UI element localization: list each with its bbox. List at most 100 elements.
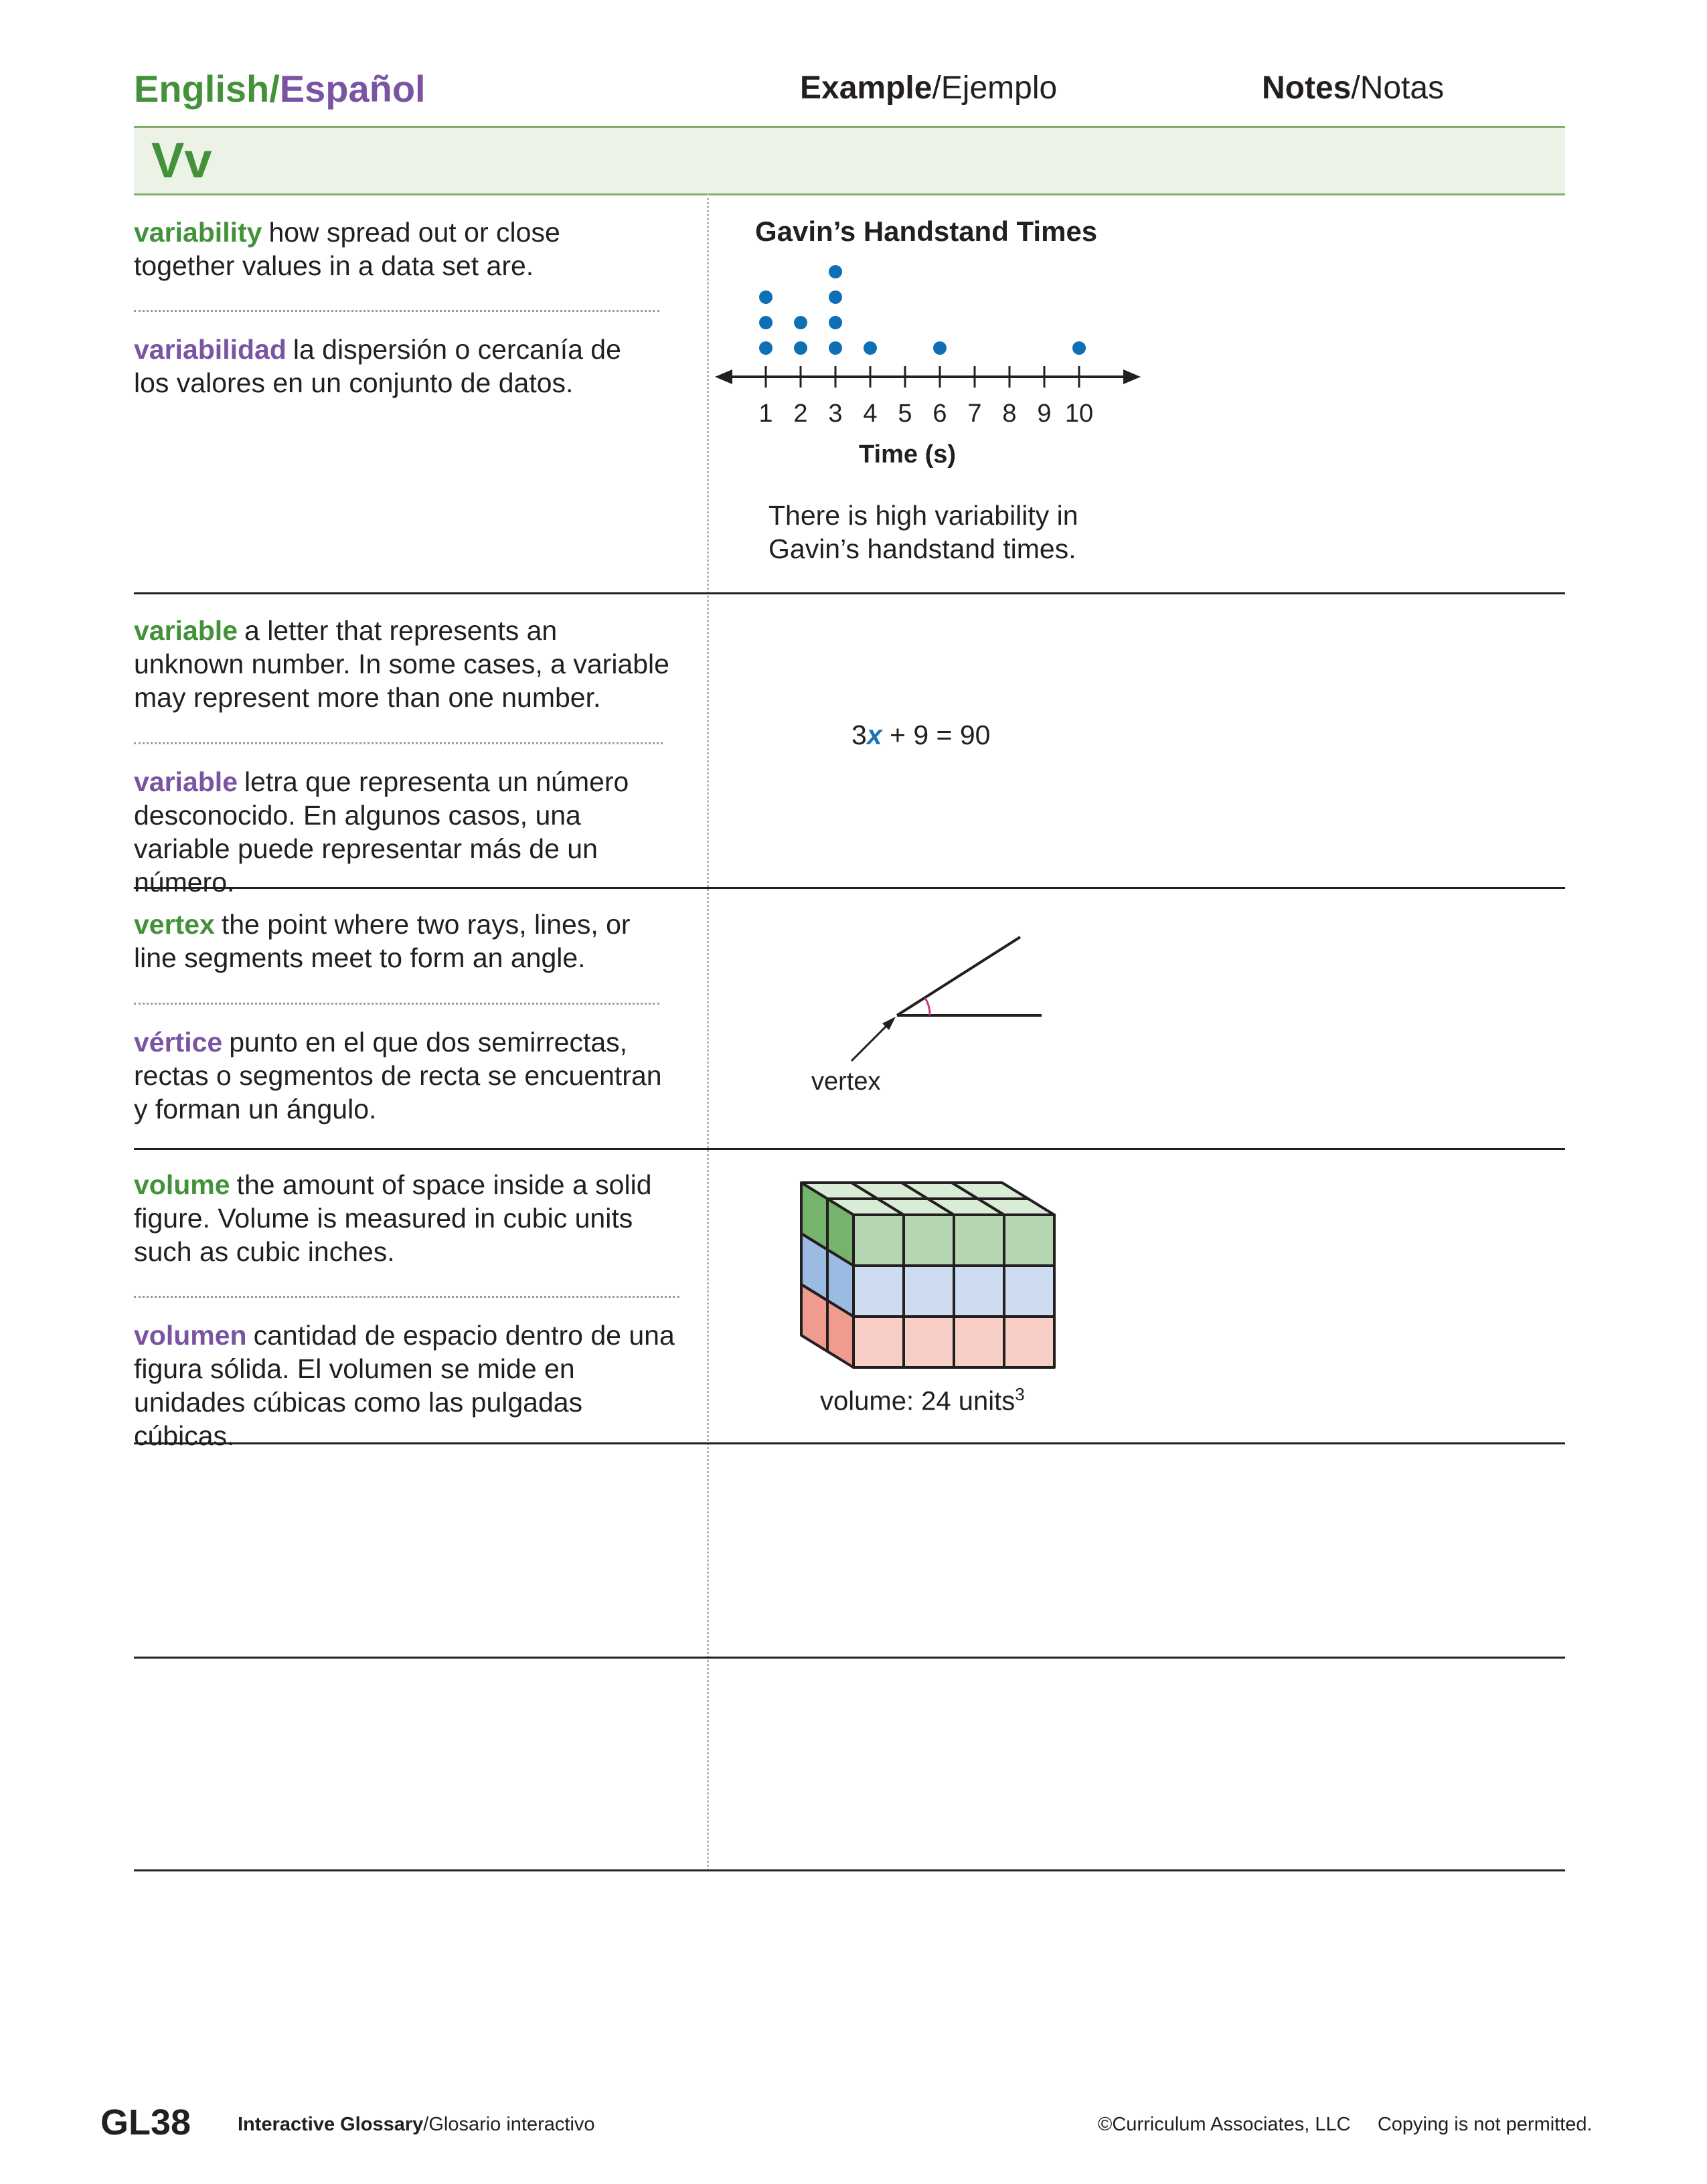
column-header-language: English/Español bbox=[134, 67, 426, 110]
definition-text: punto en el que dos semirrectas, rectas … bbox=[134, 1027, 662, 1124]
data-point bbox=[794, 316, 807, 329]
rectangular-prism bbox=[800, 1181, 1056, 1369]
angle-diagram bbox=[850, 936, 1042, 1062]
definition-text: how spread out or close together values … bbox=[134, 217, 560, 281]
header-slash: / bbox=[269, 68, 280, 110]
definition-en-volume: volume the amount of space inside a solid… bbox=[134, 1168, 689, 1268]
data-point bbox=[829, 265, 842, 278]
separator bbox=[134, 310, 659, 312]
axis-arrow-right bbox=[1123, 369, 1141, 384]
separator bbox=[134, 742, 663, 744]
example-text-variability: There is high variability in Gavin’s han… bbox=[768, 500, 1078, 564]
tick-label: 4 bbox=[863, 400, 877, 428]
data-point bbox=[933, 341, 947, 355]
chart-title: Gavin’s Handstand Times bbox=[755, 216, 1098, 247]
term-es: variable bbox=[134, 766, 238, 797]
tick-label: 2 bbox=[793, 400, 807, 428]
header-notes-rest: /Notas bbox=[1351, 70, 1445, 106]
cube-front-face bbox=[953, 1315, 1005, 1369]
data-point bbox=[864, 341, 877, 355]
cube-front-face bbox=[1003, 1315, 1056, 1369]
data-point bbox=[829, 316, 842, 329]
tick-label: 8 bbox=[1002, 400, 1016, 428]
cube-front-face bbox=[953, 1264, 1005, 1318]
definition-en-variable: variable a letter that represents an unkn… bbox=[134, 614, 669, 714]
data-point bbox=[794, 341, 807, 355]
term-en: variable bbox=[134, 615, 238, 646]
footer-glossary: Interactive Glossary/Glosario interactiv… bbox=[238, 2114, 595, 2136]
tick-label: 1 bbox=[758, 400, 773, 428]
cube-front-face bbox=[953, 1213, 1005, 1267]
header-notes-bold: Notes bbox=[1262, 70, 1352, 106]
vertex-label: vertex bbox=[811, 1068, 881, 1096]
tick-label: 3 bbox=[828, 400, 842, 428]
term-es: volumen bbox=[134, 1320, 247, 1351]
definition-es-variable: variable letra que representa un número d… bbox=[134, 765, 676, 899]
x-axis-label: Time (s) bbox=[859, 440, 957, 469]
definition-text: letra que representa un número desconoci… bbox=[134, 766, 629, 898]
separator bbox=[134, 1296, 679, 1298]
row-line bbox=[134, 592, 1565, 594]
equation-rest: + 9 = 90 bbox=[882, 720, 991, 750]
footer-copyright: ©Curriculum Associates, LLC Copying is n… bbox=[1098, 2114, 1593, 2135]
header-espanol: Español bbox=[279, 68, 426, 110]
data-point bbox=[829, 290, 842, 304]
cube-front-face bbox=[902, 1315, 955, 1369]
volume-caption: volume: 24 units3 bbox=[820, 1384, 1025, 1416]
row-line bbox=[134, 1657, 1565, 1659]
section-band: Vv bbox=[134, 126, 1565, 195]
row-line bbox=[134, 887, 1565, 889]
equation-coefficient: 3 bbox=[851, 720, 867, 750]
cube-front-face bbox=[1003, 1264, 1056, 1318]
header-example-bold: Example bbox=[800, 70, 932, 106]
definition-es-vertice: vértice punto en el que dos semirrectas, … bbox=[134, 1025, 663, 1126]
angle-ray-upper bbox=[896, 936, 1022, 1017]
vertex-arrow bbox=[850, 1019, 893, 1062]
page-number: GL38 bbox=[100, 2102, 191, 2143]
footer-glossary-rest: /Glosario interactivo bbox=[423, 2114, 595, 2135]
definition-text: the point where two rays, lines, or line… bbox=[134, 909, 631, 973]
header-example-rest: /Ejemplo bbox=[932, 70, 1058, 106]
definition-text: the amount of space inside a solid figur… bbox=[134, 1169, 652, 1267]
data-point bbox=[829, 341, 842, 355]
cube-front-face bbox=[902, 1213, 955, 1267]
row-line bbox=[134, 1442, 1565, 1444]
tick-label: 7 bbox=[967, 400, 981, 428]
cube-front-face bbox=[852, 1264, 905, 1318]
header-english: English bbox=[134, 68, 270, 110]
definition-es-volumen: volumen cantidad de espacio dentro de una… bbox=[134, 1319, 689, 1452]
equation: 3x + 9 = 90 bbox=[851, 720, 990, 751]
definition-text: cantidad de espacio dentro de una figura… bbox=[134, 1320, 675, 1451]
column-header-notes: Notes/Notas bbox=[1262, 70, 1444, 106]
column-divider bbox=[707, 193, 709, 1871]
term-es: variabilidad bbox=[134, 334, 287, 365]
tick-label: 5 bbox=[898, 400, 912, 428]
term-en: volume bbox=[134, 1169, 230, 1200]
data-point bbox=[759, 290, 773, 304]
definition-text: a letter that represents an unknown numb… bbox=[134, 615, 669, 713]
column-header-example: Example/Ejemplo bbox=[800, 70, 1057, 106]
row-line bbox=[134, 1869, 1565, 1871]
angle-arc bbox=[924, 997, 931, 1016]
volume-caption-exponent: 3 bbox=[1015, 1384, 1025, 1404]
cube-front-face bbox=[852, 1315, 905, 1369]
equation-variable: x bbox=[866, 720, 882, 750]
section-letter: Vv bbox=[151, 133, 212, 188]
data-point bbox=[759, 341, 773, 355]
tick-label: 6 bbox=[932, 400, 947, 428]
arrow-head bbox=[882, 1017, 896, 1030]
separator bbox=[134, 1003, 659, 1005]
data-point bbox=[759, 316, 773, 329]
cube-front-face bbox=[1003, 1213, 1056, 1267]
definition-en-variability: variability how spread out or close toget… bbox=[134, 216, 663, 282]
volume-caption-text: volume: 24 units bbox=[820, 1386, 1015, 1416]
tick-label: 9 bbox=[1037, 400, 1051, 428]
axis-arrow-left bbox=[715, 369, 732, 384]
definition-text: la dispersión o cercanía de los valores … bbox=[134, 334, 621, 398]
term-en: variability bbox=[134, 217, 262, 248]
row-line bbox=[134, 1148, 1565, 1150]
definition-en-vertex: vertex the point where two rays, lines, o… bbox=[134, 908, 663, 975]
cube-front-face bbox=[902, 1264, 955, 1318]
definition-es-variabilidad: variabilidad la dispersión o cercanía de … bbox=[134, 333, 663, 400]
dot-plot: 1 2 3 4 5 6 7 8 9 10 bbox=[715, 265, 1141, 428]
